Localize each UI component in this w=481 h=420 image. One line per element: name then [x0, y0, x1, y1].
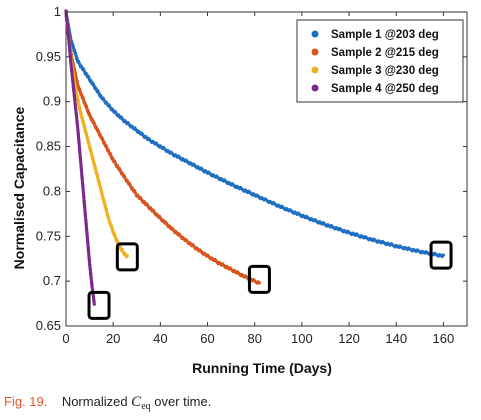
x-tick-label: 100	[291, 331, 313, 346]
highlight-box-2	[115, 242, 139, 272]
caption-text-after: over time.	[150, 394, 212, 409]
series-4-point	[92, 302, 96, 306]
legend-box	[296, 19, 464, 103]
chart: 0 20 40 60 80 100 120 140 160 0.65 0.7 0.75 0.8 0.85 0…	[11, 4, 468, 376]
legend-marker-3	[311, 66, 319, 74]
legend-label-2: Sample 2 @215 deg	[331, 47, 439, 59]
axes: 0 20 40 60 80 100 120 140 160 0.65 0.7 0.75 0.8 0.85 0…	[36, 4, 467, 346]
y-tick-label: 0.9	[43, 94, 61, 109]
y-axis-label: Normalised Capacitance	[11, 106, 27, 269]
x-tick-label: 80	[247, 331, 261, 346]
legend-marker-4	[311, 84, 319, 92]
x-tick-label: 20	[106, 331, 120, 346]
x-tick-label: 60	[200, 331, 214, 346]
legend-label-1: Sample 1 @203 deg	[331, 29, 439, 41]
highlight-box-1	[87, 290, 111, 320]
caption-subscript: eq	[141, 401, 151, 412]
series-2-point	[257, 281, 262, 285]
plot-area	[65, 11, 468, 327]
x-tick-label: 160	[433, 331, 455, 346]
legend-label-4: Sample 4 @250 deg	[331, 83, 439, 95]
highlight-box-3	[247, 264, 271, 294]
y-tick-label: 1	[54, 4, 61, 19]
x-tick-label: 0	[62, 331, 69, 346]
x-tick-label: 140	[385, 331, 407, 346]
legend-label-3: Sample 3 @230 deg	[331, 65, 439, 77]
highlight-box-4	[429, 240, 453, 270]
x-axis-label: Running Time (Days)	[192, 360, 332, 376]
x-tick-label: 40	[153, 331, 167, 346]
series-layer	[64, 9, 446, 306]
y-tick-label: 0.95	[36, 49, 61, 64]
y-tick-label: 0.8	[43, 183, 61, 198]
series-4	[64, 9, 96, 306]
caption-symbol: C	[131, 394, 142, 410]
y-tick-label: 0.7	[43, 273, 61, 288]
plot-frame	[65, 11, 468, 327]
y-tick-label: 0.75	[36, 228, 61, 243]
caption-text-before: Normalized	[61, 394, 132, 409]
x-tick-label: 120	[338, 331, 360, 346]
annotation-layer	[87, 240, 453, 320]
y-tick-label: 0.65	[36, 318, 61, 333]
legend-marker-2	[311, 48, 319, 56]
figure-label: Fig. 19.	[4, 394, 48, 409]
series-3-point	[125, 254, 129, 258]
legend-marker-1	[311, 30, 319, 38]
series-1-point	[441, 253, 446, 257]
y-tick-label: 0.85	[36, 139, 61, 154]
legend: Sample 1 @203 deg Sample 2 @215 deg Sample…	[296, 19, 464, 103]
figure-caption: Fig. 19. Normalized Ceq over time.	[4, 394, 211, 412]
series-1	[64, 9, 446, 259]
